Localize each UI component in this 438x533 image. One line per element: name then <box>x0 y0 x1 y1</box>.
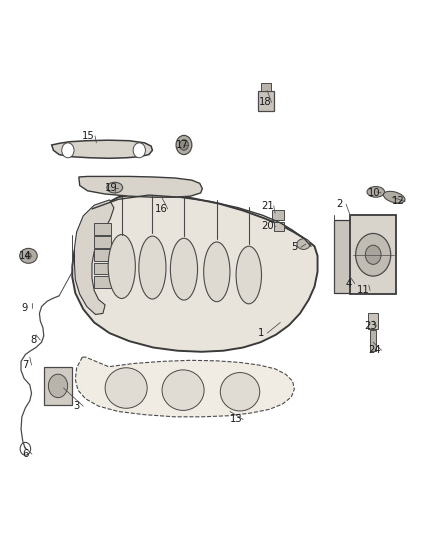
Text: 23: 23 <box>364 321 376 331</box>
Ellipse shape <box>105 368 147 408</box>
Bar <box>368 313 378 329</box>
Circle shape <box>48 374 67 398</box>
Text: 2: 2 <box>336 199 343 209</box>
Circle shape <box>62 143 74 158</box>
Ellipse shape <box>367 187 385 197</box>
Ellipse shape <box>297 239 310 249</box>
Bar <box>94 223 111 235</box>
PathPatch shape <box>79 176 202 197</box>
PathPatch shape <box>75 357 294 417</box>
Ellipse shape <box>236 246 261 304</box>
Ellipse shape <box>162 370 204 410</box>
Ellipse shape <box>20 248 37 263</box>
Text: 13: 13 <box>230 415 243 424</box>
Circle shape <box>180 140 188 150</box>
Text: 1: 1 <box>258 328 264 338</box>
Text: 11: 11 <box>357 286 370 295</box>
Bar <box>350 215 396 294</box>
Bar <box>94 249 111 261</box>
Text: 16: 16 <box>155 204 168 214</box>
Text: 19: 19 <box>105 183 118 192</box>
Text: 17: 17 <box>175 140 188 150</box>
Bar <box>94 263 111 274</box>
Text: 21: 21 <box>261 201 274 211</box>
Text: 15: 15 <box>82 131 95 141</box>
Bar <box>94 236 111 248</box>
Ellipse shape <box>108 235 135 298</box>
Bar <box>261 83 271 91</box>
Text: 14: 14 <box>19 252 32 261</box>
Text: 12: 12 <box>392 197 405 206</box>
Bar <box>334 220 352 293</box>
Ellipse shape <box>204 242 230 302</box>
Text: 9: 9 <box>22 303 28 312</box>
Bar <box>274 222 284 231</box>
Ellipse shape <box>220 373 260 411</box>
Circle shape <box>133 143 145 158</box>
Text: 6: 6 <box>22 449 28 459</box>
Circle shape <box>26 253 31 259</box>
Text: 20: 20 <box>262 221 274 231</box>
Circle shape <box>365 245 381 264</box>
Ellipse shape <box>383 191 405 203</box>
Text: 5: 5 <box>291 243 297 252</box>
Text: 18: 18 <box>259 98 271 107</box>
PathPatch shape <box>74 200 114 314</box>
Circle shape <box>20 442 31 455</box>
Ellipse shape <box>107 182 123 193</box>
Ellipse shape <box>139 236 166 299</box>
PathPatch shape <box>72 193 318 352</box>
PathPatch shape <box>52 140 152 158</box>
Text: 8: 8 <box>31 335 37 345</box>
Text: 3: 3 <box>74 401 80 411</box>
Bar <box>94 276 111 288</box>
Bar <box>258 91 274 111</box>
Bar <box>272 210 284 220</box>
Circle shape <box>176 135 192 155</box>
Circle shape <box>356 233 391 276</box>
Ellipse shape <box>170 238 198 300</box>
Bar <box>44 367 72 405</box>
Text: 10: 10 <box>368 188 381 198</box>
Text: 4: 4 <box>345 279 351 288</box>
Bar <box>370 330 376 351</box>
Text: 7: 7 <box>22 360 28 370</box>
Text: 24: 24 <box>369 345 381 355</box>
